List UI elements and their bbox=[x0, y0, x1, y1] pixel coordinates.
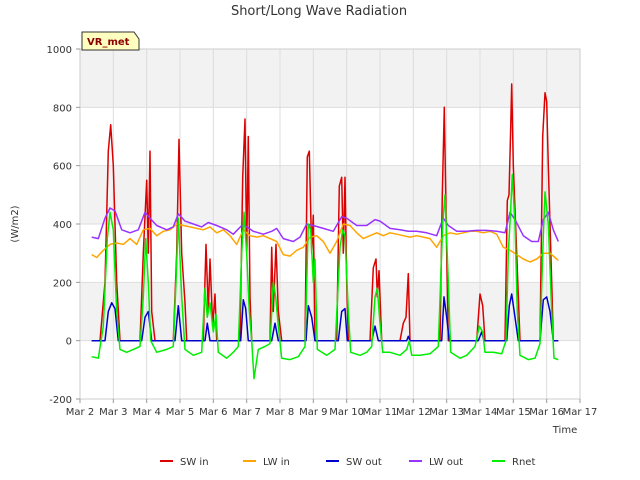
legend-entry: Rnet bbox=[512, 457, 535, 468]
y-tick-label: 1000 bbox=[47, 45, 72, 56]
chart-title: Short/Long Wave Radiation bbox=[231, 4, 407, 19]
series-layer bbox=[91, 83, 559, 380]
x-tick-label: Mar 13 bbox=[429, 407, 464, 418]
x-tick-label: Mar 7 bbox=[232, 407, 260, 418]
y-tick-labels: -200 0 200 400 600 800 1000 bbox=[47, 45, 80, 406]
x-tick-label: Mar 5 bbox=[166, 407, 194, 418]
x-tick-label: Mar 8 bbox=[266, 407, 294, 418]
y-tick-label: 200 bbox=[53, 278, 72, 289]
x-tick-label: Mar 12 bbox=[396, 407, 431, 418]
x-tick-label: Mar 9 bbox=[299, 407, 327, 418]
plot-band bbox=[80, 282, 580, 341]
plot-band bbox=[80, 165, 580, 224]
legend: SW in LW in SW out LW out Rnet bbox=[160, 457, 535, 468]
legend-entry: LW in bbox=[263, 457, 290, 468]
y-tick-label: 0 bbox=[66, 337, 72, 348]
y-tick-label: 400 bbox=[53, 220, 72, 231]
x-tick-label: Mar 3 bbox=[99, 407, 127, 418]
x-axis-label: Time bbox=[552, 425, 577, 436]
legend-entry: LW out bbox=[429, 457, 463, 468]
x-tick-label: Mar 10 bbox=[329, 407, 364, 418]
x-tick-label: Mar 11 bbox=[363, 407, 398, 418]
x-tick-labels: Mar 2 Mar 3 Mar 4 Mar 5 Mar 6 Mar 7 Mar 8 Mar 9… bbox=[66, 399, 598, 418]
plot-band bbox=[80, 49, 580, 108]
x-tick-label: Mar 14 bbox=[463, 407, 498, 418]
y-axis-label: (W/m2) bbox=[10, 205, 21, 242]
series-line-rnet bbox=[91, 173, 559, 380]
x-tick-label: Mar 15 bbox=[496, 407, 531, 418]
y-tick-label: 600 bbox=[53, 162, 72, 173]
y-tick-label: 800 bbox=[53, 103, 72, 114]
x-tick-label: Mar 17 bbox=[563, 407, 598, 418]
series-line-sw-out bbox=[91, 293, 559, 342]
series-line-lw-in bbox=[91, 223, 559, 263]
y-tick-label: -200 bbox=[49, 395, 72, 406]
site-badge: VR_met bbox=[81, 31, 140, 51]
legend-entry: SW out bbox=[346, 457, 382, 468]
x-tick-label: Mar 6 bbox=[199, 407, 227, 418]
x-tick-label: Mar 16 bbox=[529, 407, 564, 418]
series-line-lw-out bbox=[91, 207, 559, 243]
legend-entry: SW in bbox=[180, 457, 209, 468]
x-tick-label: Mar 4 bbox=[132, 407, 160, 418]
site-badge-label: VR_met bbox=[87, 37, 130, 48]
x-tick-label: Mar 2 bbox=[66, 407, 94, 418]
